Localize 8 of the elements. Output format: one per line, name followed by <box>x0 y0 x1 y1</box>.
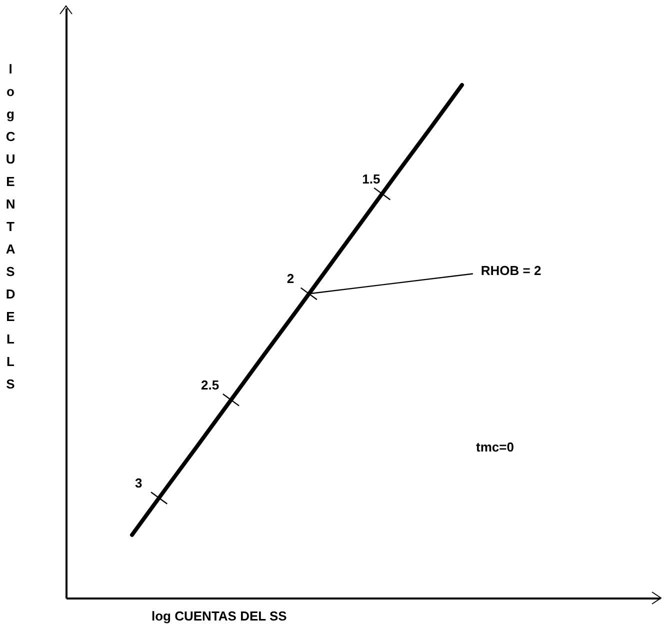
x-axis-title: log CUENTAS DEL SS <box>152 608 288 624</box>
annotation: tmc=0 <box>476 439 514 454</box>
annotation: RHOB = 2 <box>480 263 542 278</box>
annotation: 1.5 <box>362 171 380 186</box>
text: log CUENTAS DEL LS <box>6 62 16 392</box>
annotation: 2.5 <box>201 377 220 392</box>
annotation: 3 <box>135 475 142 490</box>
annotation: 2 <box>286 271 294 286</box>
